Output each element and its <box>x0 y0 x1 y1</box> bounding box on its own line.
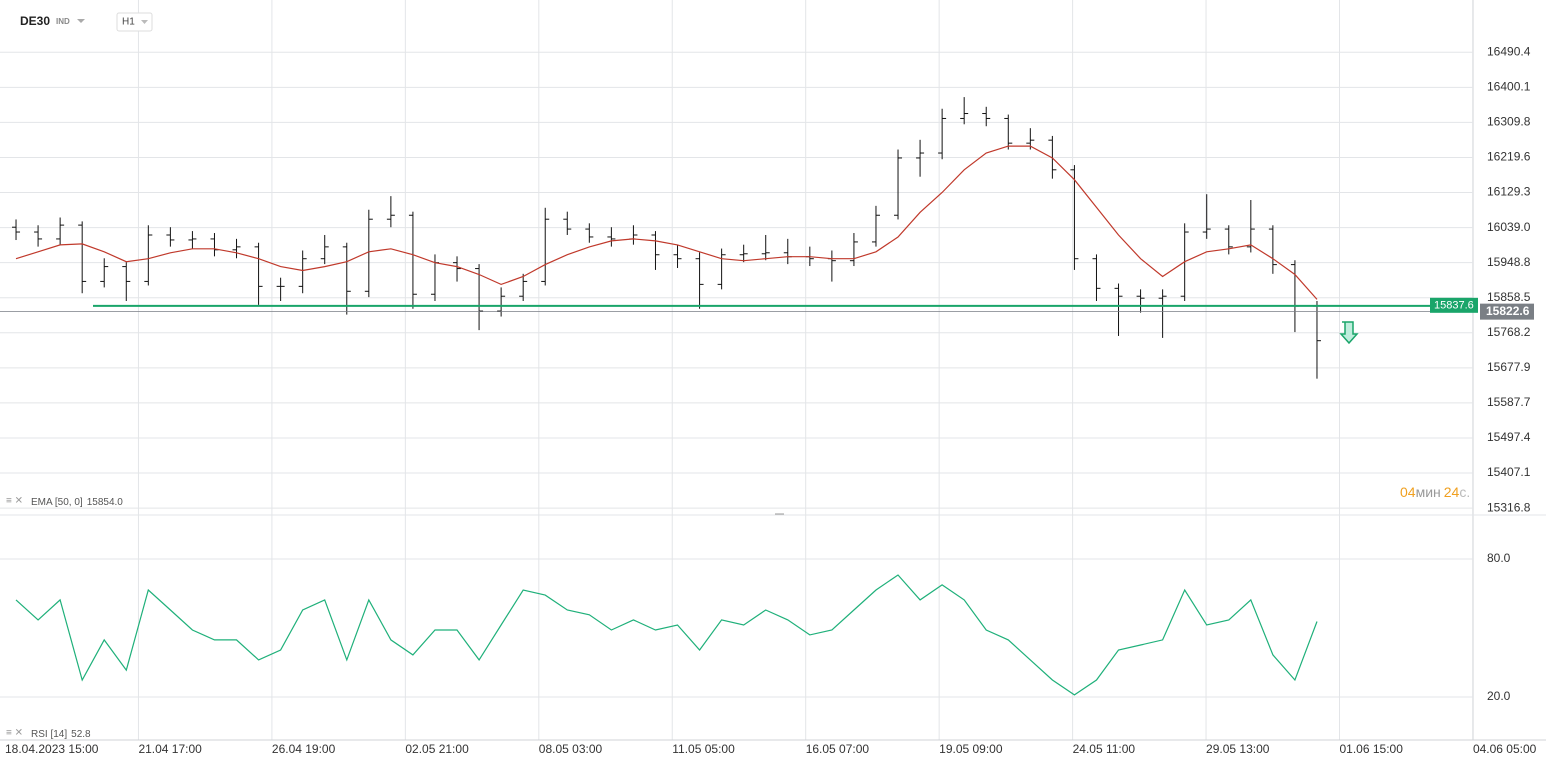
legend-icons: ≡ ✕ <box>6 728 23 739</box>
x-tick-label: 24.05 11:00 <box>1073 742 1136 756</box>
timer-sec-unit: с. <box>1459 484 1470 500</box>
level-label: 15837.6 <box>1434 300 1474 312</box>
y-tick-label: 16400.1 <box>1487 80 1531 94</box>
x-tick-label: 26.04 19:00 <box>272 742 336 756</box>
y-tick-label: 16129.3 <box>1487 185 1531 199</box>
y-tick-label: 15858.5 <box>1487 290 1531 304</box>
timeframe[interactable]: H1 <box>122 17 135 28</box>
x-tick-label: 21.04 17:00 <box>138 742 202 756</box>
dropdown-arrow[interactable] <box>77 19 85 23</box>
legend-icons: ≡ ✕ <box>6 496 23 507</box>
legend-name: EMA [50, 0] <box>31 497 83 508</box>
y-tick-label: 16219.6 <box>1487 150 1531 164</box>
timer-minutes: 04 <box>1400 484 1416 500</box>
sell-arrow-icon[interactable] <box>1339 321 1359 345</box>
plot-layer: 18.04.2023 15:00 21.04 17:00 26.04 19:00 02… <box>0 0 1546 756</box>
y-tick-label: 15677.9 <box>1487 360 1531 374</box>
y-tick-label: 16490.4 <box>1487 44 1531 58</box>
legend-value: 52.8 <box>71 729 91 740</box>
x-tick-label: 08.05 03:00 <box>539 742 603 756</box>
x-tick-label: 29.05 13:00 <box>1206 742 1270 756</box>
current-price-tag <box>1480 303 1534 320</box>
timer-min-unit: мин <box>1416 484 1441 500</box>
market: IND <box>56 17 70 26</box>
legend-name: RSI [14] <box>31 729 67 740</box>
level-tag <box>1430 297 1478 313</box>
x-tick-label: 02.05 21:00 <box>405 742 469 756</box>
y-tick-label: 15497.4 <box>1487 430 1531 444</box>
x-tick-label: 16.05 07:00 <box>806 742 870 756</box>
y-tick-label: 16309.8 <box>1487 115 1531 129</box>
timer-seconds: 24 <box>1444 484 1460 500</box>
rsi-line <box>15 574 1318 696</box>
x-tick-label: 01.06 15:00 <box>1340 742 1404 756</box>
y-tick-label: 15407.1 <box>1487 465 1531 479</box>
timer: 04мин 24с. <box>1400 484 1470 500</box>
current-price-label: 15822.6 <box>1486 304 1530 318</box>
y-tick-label: 16039.0 <box>1487 220 1531 234</box>
x-tick-label: 04.06 05:00 <box>1473 742 1537 756</box>
x-tick-label: 18.04.2023 15:00 <box>5 742 99 756</box>
y-tick-label: 20.0 <box>1487 689 1511 703</box>
symbol[interactable]: DE30 <box>20 14 50 28</box>
dropdown-arrow[interactable] <box>141 20 148 24</box>
x-tick-label: 19.05 09:00 <box>939 742 1003 756</box>
y-tick-label: 80.0 <box>1487 551 1511 565</box>
indicator-legend: RSI [14] 52.8 <box>31 729 91 740</box>
y-tick-label: 15587.7 <box>1487 395 1531 409</box>
y-tick-label: 15768.2 <box>1487 325 1531 339</box>
timeframe-box[interactable] <box>116 12 153 32</box>
y-tick-label: 15948.8 <box>1487 255 1531 269</box>
x-tick-label: 11.05 05:00 <box>672 742 735 756</box>
ema-line <box>15 145 1318 300</box>
legend-value: 15854.0 <box>87 497 124 508</box>
y-tick-label: 15316.8 <box>1487 500 1531 514</box>
indicator-legend: EMA [50, 0] 15854.0 <box>31 497 123 508</box>
toolbar: DE30 IND H1 <box>20 12 153 32</box>
